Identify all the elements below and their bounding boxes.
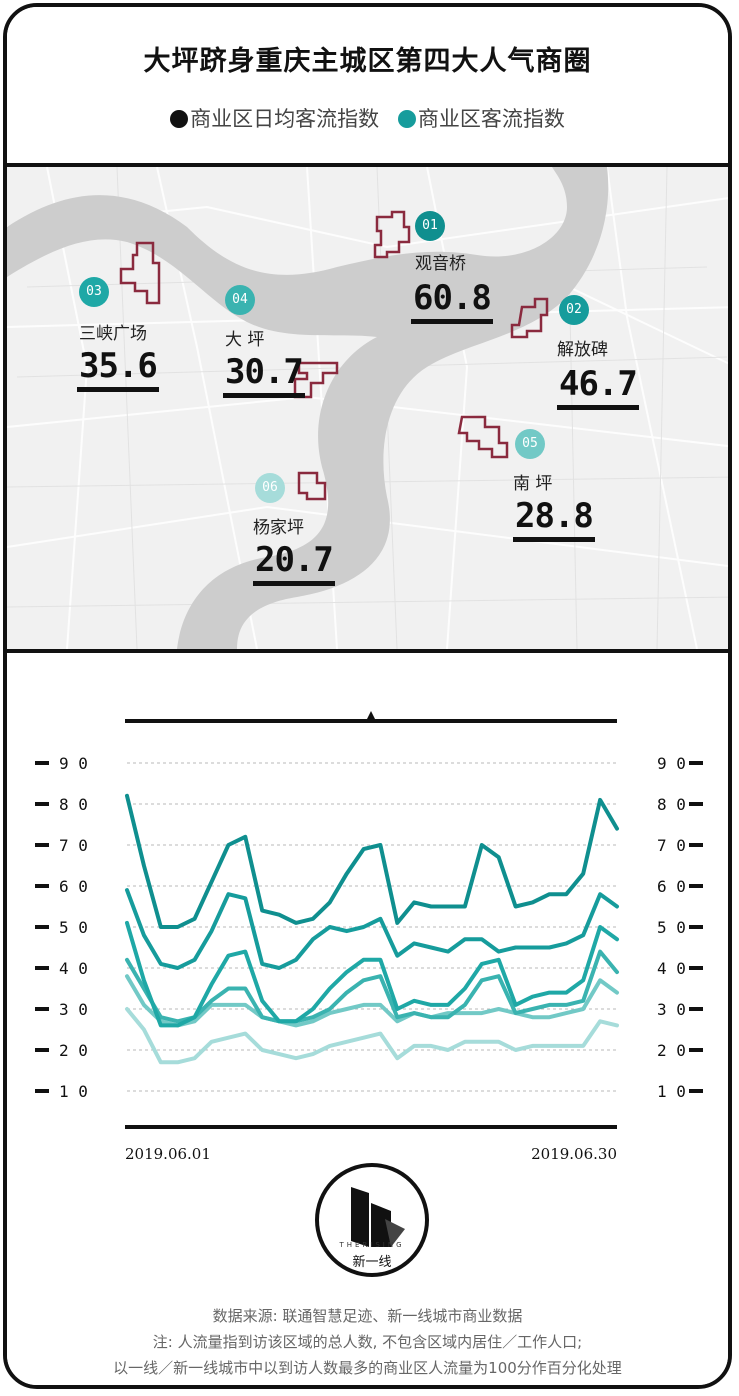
logo-mark-icon xyxy=(351,1187,405,1247)
place-value: 60.8 xyxy=(411,277,493,324)
y-tick-label-right: 9 0 xyxy=(657,754,686,773)
source-text: 数据来源: 联通智慧足迹、新一线城市商业数据 xyxy=(212,1307,523,1325)
series-line xyxy=(125,920,619,1028)
page-title: 大坪跻身重庆主城区第四大人气商圈 xyxy=(143,46,592,77)
header: 大坪跻身重庆主城区第四大人气商圈 商业区日均客流指数 商业区客流指数 xyxy=(7,7,728,167)
y-tick-label-left: 7 0 xyxy=(59,836,88,855)
legend-item-daily: 商业区日均客流指数 xyxy=(170,107,386,131)
place-name: 三峡广场 xyxy=(79,324,147,344)
y-tick-label-right: 5 0 xyxy=(657,918,686,937)
place-name: 解放碑 xyxy=(557,340,608,360)
y-tick-label-right: 3 0 xyxy=(657,1000,686,1019)
place-value: 46.7 xyxy=(557,363,639,410)
y-tick-label-left: 2 0 xyxy=(59,1041,88,1060)
y-tick-label-right: 4 0 xyxy=(657,959,686,978)
logo-small-text: THERISING xyxy=(339,1241,405,1249)
y-tick-label-right: 7 0 xyxy=(657,836,686,855)
brand-logo: THERISING 新一线 xyxy=(315,1163,429,1277)
y-tick-label-right: 1 0 xyxy=(657,1082,686,1101)
place-value: 30.7 xyxy=(223,351,305,398)
place-name: 观音桥 xyxy=(415,254,466,274)
note-line-1: 注: 人流量指到访该区域的总人数, 不包含区域内居住／工作人口; xyxy=(152,1333,583,1351)
y-tick-label-left: 9 0 xyxy=(59,754,88,773)
district-map: 01 观音桥 60.8 02 解放碑 46.7 03 三峡广场 35.6 04 … xyxy=(7,167,728,649)
y-tick-label-right: 6 0 xyxy=(657,877,686,896)
infographic-frame: 大坪跻身重庆主城区第四大人气商圈 商业区日均客流指数 商业区客流指数 xyxy=(3,3,732,1389)
place-name: 大 坪 xyxy=(225,330,265,350)
legend-item-index: 商业区客流指数 xyxy=(397,107,565,131)
place-value: 35.6 xyxy=(77,345,159,392)
legend: 商业区日均客流指数 商业区客流指数 xyxy=(7,103,728,133)
place-value: 28.8 xyxy=(513,495,595,542)
series-line xyxy=(125,793,619,929)
chart-section: 9 0 9 0 8 0 8 0 7 0 7 0 6 0 6 0 5 0 5 0 4 0 4 0 3 0 3… xyxy=(7,649,728,1385)
place-name: 杨家坪 xyxy=(253,518,304,538)
place-value: 20.7 xyxy=(253,539,335,586)
note-line-2: 以一线／新一线城市中以到访人数最多的商业区人流量为100分作百分化处理 xyxy=(113,1359,622,1377)
series-line xyxy=(125,1007,619,1065)
line-chart: 9 0 9 0 8 0 8 0 7 0 7 0 6 0 6 0 5 0 5 0 4 0 4 0 3 0 3… xyxy=(35,711,703,1163)
place-badge: 05 xyxy=(515,429,545,459)
place-badge: 02 xyxy=(559,295,589,325)
place-name: 南 坪 xyxy=(513,474,553,494)
legend-label-daily: 商业区日均客流指数 xyxy=(190,107,380,131)
series-line xyxy=(125,949,619,1024)
y-tick-label-left: 5 0 xyxy=(59,918,88,937)
place-badge: 04 xyxy=(225,285,255,315)
legend-label-index: 商业区客流指数 xyxy=(417,107,565,131)
logo-name: 新一线 xyxy=(352,1255,392,1270)
y-tick-label-left: 4 0 xyxy=(59,959,88,978)
x-label-end: 2019.06.30 xyxy=(531,1145,617,1163)
y-tick-label-left: 6 0 xyxy=(59,877,88,896)
y-tick-label-right: 8 0 xyxy=(657,795,686,814)
place-badge: 06 xyxy=(255,473,285,503)
legend-dot-teal-icon xyxy=(397,110,416,128)
place-badge: 03 xyxy=(79,277,109,307)
chart-top-marker-icon xyxy=(367,711,375,719)
y-tick-label-left: 8 0 xyxy=(59,795,88,814)
x-label-start: 2019.06.01 xyxy=(125,1145,211,1163)
legend-dot-black-icon xyxy=(170,110,189,128)
y-tick-label-left: 1 0 xyxy=(59,1082,88,1101)
y-tick-label-right: 2 0 xyxy=(657,1041,686,1060)
series-line xyxy=(125,974,619,1028)
y-tick-label-left: 3 0 xyxy=(59,1000,88,1019)
series-line xyxy=(125,888,619,970)
place-badge: 01 xyxy=(415,211,445,241)
